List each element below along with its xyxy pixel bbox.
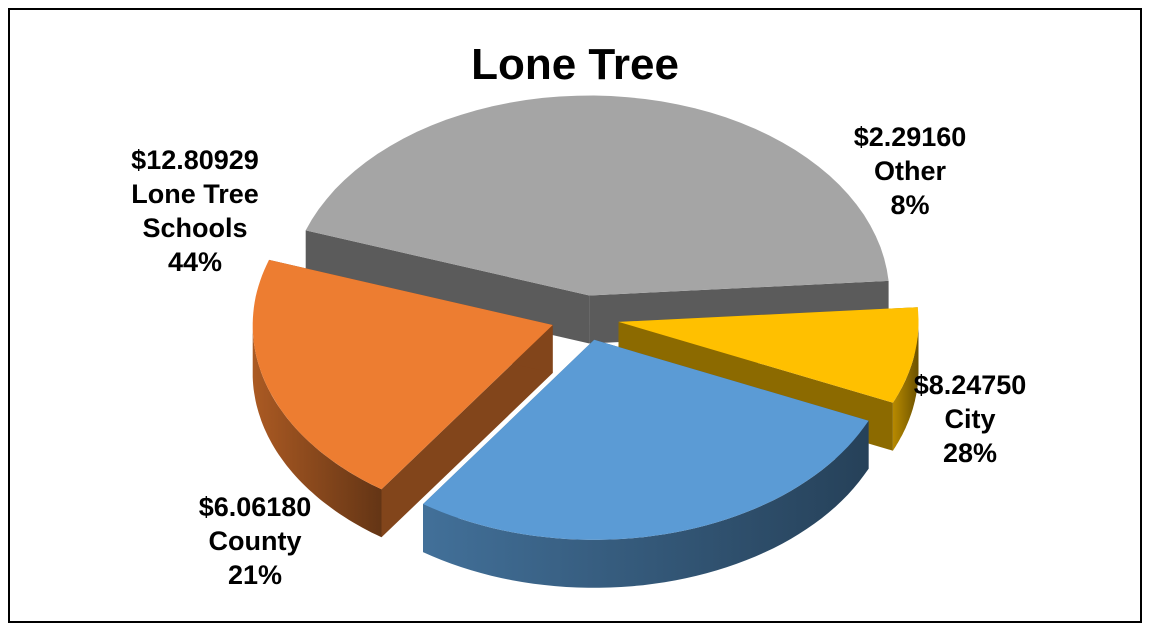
slice-county-top (252, 259, 553, 490)
chart-title: Lone Tree (471, 40, 679, 89)
slice-city-top (423, 339, 869, 540)
label-other-value: $2.29160 (853, 122, 967, 152)
label-county-percent: 21% (227, 560, 283, 590)
label-schools-name-line2: Schools (142, 213, 248, 243)
label-city-name: City (944, 404, 996, 434)
label-city-value: $8.24750 (913, 370, 1027, 400)
slice-schools-wall-start (305, 230, 590, 344)
slice-other-top (618, 307, 919, 403)
label-county-value: $6.06180 (198, 492, 312, 522)
slice-other-outer-wall (892, 321, 919, 451)
slice-city-outer-wall (423, 420, 869, 588)
slice-county-wall-start (381, 325, 553, 538)
label-schools-name-line1: Lone Tree (131, 179, 259, 209)
slice-county (252, 259, 553, 538)
label-city: $8.24750 City 28% (880, 368, 1060, 470)
label-county-name: County (208, 526, 302, 556)
label-schools-value: $12.80929 (131, 145, 259, 175)
slice-schools (305, 95, 889, 344)
label-county: $6.06180 County 21% (165, 490, 345, 592)
label-other-percent: 8% (890, 190, 930, 220)
label-schools-percent: 44% (167, 247, 223, 277)
label-city-percent: 28% (942, 438, 998, 468)
slice-county-outer-wall (252, 325, 382, 538)
slice-city (423, 339, 869, 588)
label-other: $2.29160 Other 8% (820, 120, 1000, 222)
label-other-name: Other (873, 156, 946, 186)
label-lone-tree-schools: $12.80929 Lone Tree Schools 44% (95, 143, 295, 279)
slice-schools-top (305, 95, 889, 296)
